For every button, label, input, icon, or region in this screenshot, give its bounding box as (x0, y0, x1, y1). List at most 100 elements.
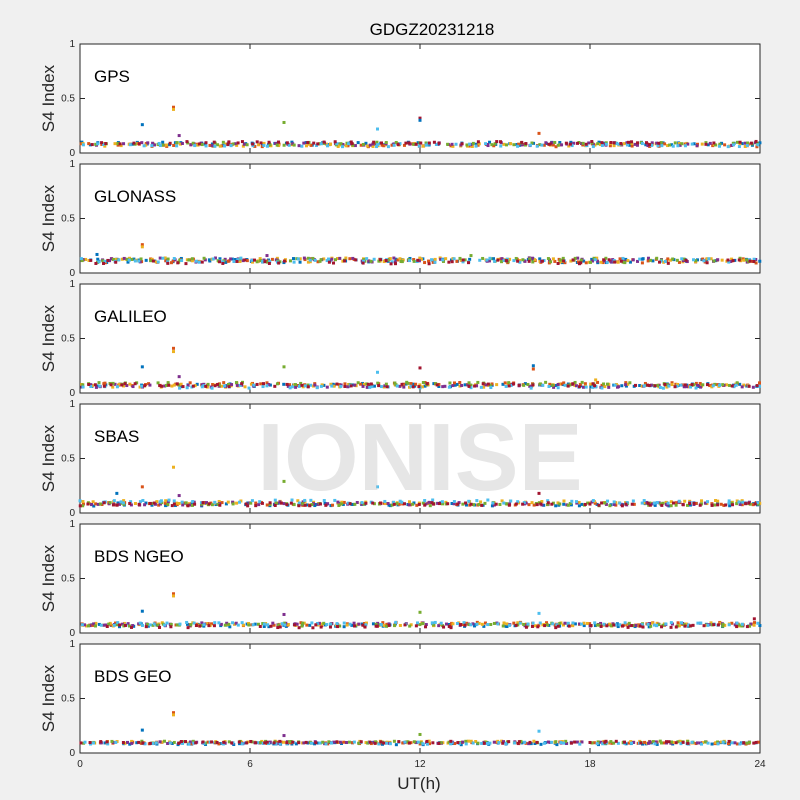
data-point (646, 741, 650, 745)
data-point (151, 742, 155, 746)
data-point (464, 742, 468, 746)
data-point (607, 385, 611, 389)
data-point (678, 143, 682, 147)
data-point (459, 623, 463, 627)
data-point (431, 260, 435, 264)
data-point (400, 260, 404, 264)
data-point (492, 740, 496, 744)
data-point (384, 382, 388, 386)
data-point (758, 384, 762, 388)
data-point (665, 383, 669, 387)
data-point (257, 503, 261, 507)
data-point (692, 258, 696, 262)
data-point (302, 256, 306, 260)
data-point (333, 140, 337, 144)
data-point (319, 625, 323, 629)
data-point (474, 142, 478, 146)
data-point (660, 503, 664, 507)
data-point (420, 385, 424, 389)
data-point (486, 144, 490, 148)
data-point (207, 502, 211, 506)
data-point (569, 140, 573, 144)
data-point (714, 259, 718, 263)
data-point (516, 741, 520, 745)
data-point (322, 383, 326, 387)
data-point (473, 384, 477, 388)
data-point (130, 625, 134, 629)
y-tick-label: 0.5 (61, 214, 75, 225)
data-point (673, 141, 677, 145)
data-point (291, 740, 295, 744)
data-point (468, 142, 472, 146)
data-point (485, 258, 489, 262)
data-point (406, 381, 410, 385)
data-point (150, 257, 154, 261)
data-point (341, 259, 345, 263)
data-point (402, 143, 406, 147)
data-point (544, 141, 548, 145)
data-point (708, 141, 712, 145)
spike-point (95, 252, 99, 256)
x-axis-label: UT(h) (397, 774, 440, 793)
data-point (738, 140, 742, 144)
data-point (421, 622, 425, 626)
data-point (519, 739, 523, 743)
data-point (690, 142, 694, 146)
data-point (166, 502, 170, 506)
data-point (578, 622, 582, 626)
data-point (130, 142, 134, 146)
data-point (263, 741, 267, 745)
data-point (461, 260, 465, 264)
data-point (470, 144, 474, 148)
data-point (171, 259, 175, 263)
data-point (427, 262, 431, 266)
data-point (620, 624, 624, 628)
data-point (135, 741, 139, 745)
data-point (469, 623, 473, 627)
data-point (382, 144, 386, 148)
data-point (636, 141, 640, 145)
data-point (90, 143, 94, 147)
data-point (614, 739, 618, 743)
data-point (111, 381, 115, 385)
data-point (188, 503, 192, 507)
data-point (694, 259, 698, 263)
data-point (476, 741, 480, 745)
data-point (623, 621, 627, 625)
data-point (407, 741, 411, 745)
data-point (133, 501, 137, 505)
data-point (403, 623, 407, 627)
data-point (144, 143, 148, 147)
data-point (361, 381, 365, 385)
data-point (730, 143, 734, 147)
data-point (388, 742, 392, 746)
data-point (424, 141, 428, 145)
data-point (528, 257, 532, 261)
data-point (666, 257, 670, 261)
data-point (442, 625, 446, 629)
data-point (471, 741, 475, 745)
data-point (604, 739, 608, 743)
x-tick-label: 6 (247, 759, 253, 770)
data-point (706, 623, 710, 627)
data-point (517, 142, 521, 146)
data-point (275, 382, 279, 386)
data-point (245, 259, 249, 263)
data-point (199, 501, 203, 505)
data-point (278, 625, 282, 629)
data-point (313, 502, 317, 506)
data-point (273, 498, 277, 502)
data-point (218, 503, 222, 507)
data-point (168, 141, 172, 145)
data-point (242, 142, 246, 146)
data-point (653, 623, 657, 627)
data-point (126, 740, 130, 744)
data-point (106, 742, 110, 746)
data-point (722, 503, 726, 507)
data-point (234, 257, 238, 261)
y-tick-label: 0 (69, 148, 75, 159)
data-point (672, 501, 676, 505)
data-point (716, 499, 720, 503)
data-point (450, 142, 454, 146)
data-point (655, 621, 659, 625)
